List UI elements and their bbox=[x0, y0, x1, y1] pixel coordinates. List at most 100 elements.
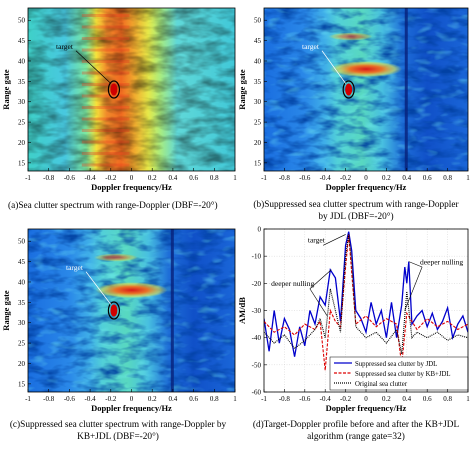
x-tick-label: -1 bbox=[25, 174, 31, 182]
y-tick-label: 15 bbox=[18, 159, 26, 167]
x-tick-label: 1 bbox=[233, 395, 237, 403]
caption-d-line1: (d)Target-Doppler profile before and aft… bbox=[253, 419, 460, 430]
x-axis-label: Doppler frequency/Hz bbox=[91, 182, 172, 192]
annotation-target: target bbox=[308, 236, 326, 245]
null-stripe bbox=[170, 229, 174, 392]
target-blob bbox=[345, 83, 353, 96]
heatmap-speckle bbox=[28, 8, 235, 171]
annotation-arrow bbox=[323, 234, 346, 246]
y-tick-label: 30 bbox=[254, 98, 262, 106]
x-tick-label: 1 bbox=[466, 174, 470, 182]
x-tick-label: 0 bbox=[130, 174, 134, 182]
heatmap-speckle-light bbox=[264, 8, 468, 171]
y-tick-label: 30 bbox=[18, 319, 26, 327]
x-tick-label: 0.2 bbox=[382, 395, 391, 403]
y-tick-label: -40 bbox=[252, 334, 262, 342]
y-tick-label: -60 bbox=[252, 389, 262, 397]
heatmap-speckle-light bbox=[28, 229, 235, 392]
clutter-hotspot bbox=[93, 253, 138, 262]
y-tick-label: 30 bbox=[18, 98, 26, 106]
target-ellipse bbox=[342, 80, 355, 99]
x-tick-label: -0.6 bbox=[299, 174, 311, 182]
y-tick-label: -10 bbox=[252, 253, 262, 261]
x-tick-label: 0.4 bbox=[402, 174, 411, 182]
clutter-streak bbox=[81, 60, 130, 63]
target-arrow bbox=[321, 50, 346, 84]
annotation-arrow bbox=[309, 288, 328, 317]
y-tick-label: 25 bbox=[254, 119, 262, 127]
x-tick-label: -0.8 bbox=[43, 174, 55, 182]
y-axis-label: Range gate bbox=[237, 69, 247, 110]
x-axis-label: Doppler frequency/Hz bbox=[326, 182, 407, 192]
x-axis-label: Doppler frequency/Hz bbox=[326, 403, 407, 413]
series-line-1 bbox=[264, 234, 468, 355]
y-axis-label: AM/dB bbox=[237, 297, 247, 324]
x-tick-label: -0.2 bbox=[340, 174, 352, 182]
y-tick-label: 50 bbox=[254, 17, 262, 25]
y-tick-label: 0 bbox=[258, 226, 262, 234]
y-tick-label: 50 bbox=[18, 238, 26, 246]
x-tick-label: -0.6 bbox=[64, 174, 76, 182]
y-tick-label: 25 bbox=[18, 119, 26, 127]
x-tick-label: -0.4 bbox=[85, 395, 97, 403]
x-tick-label: 0.2 bbox=[148, 174, 157, 182]
x-tick-label: -0.8 bbox=[43, 395, 55, 403]
target-blob bbox=[110, 83, 118, 96]
series-group bbox=[264, 231, 468, 371]
y-tick-label: 15 bbox=[254, 159, 262, 167]
clutter-streak bbox=[81, 129, 130, 132]
caption-d-line2: algorithm (range gate=32) bbox=[307, 431, 405, 442]
y-tick-label: 35 bbox=[18, 78, 26, 86]
y-tick-label: 20 bbox=[18, 360, 26, 368]
y-tick-label: -20 bbox=[252, 280, 262, 288]
heatmap-image bbox=[264, 8, 468, 171]
target-ellipse bbox=[107, 80, 121, 99]
target-blob bbox=[110, 304, 118, 317]
x-tick-label: -0.2 bbox=[105, 395, 117, 403]
x-tick-label: 0.6 bbox=[423, 174, 432, 182]
clutter-hotspot bbox=[328, 32, 373, 41]
annotation-arrow bbox=[309, 269, 332, 289]
clutter-streak bbox=[81, 163, 130, 167]
target-label: target bbox=[56, 42, 74, 51]
x-tick-label: -1 bbox=[261, 174, 267, 182]
clutter-hotspot bbox=[95, 282, 168, 299]
series-line-0 bbox=[264, 231, 468, 357]
x-tick-label: 0.6 bbox=[189, 174, 198, 182]
y-tick-label: 25 bbox=[18, 340, 26, 348]
x-tick-label: -0.2 bbox=[105, 174, 117, 182]
line-panel: target deeper nulling deeper nulling Suppre… bbox=[237, 226, 470, 414]
x-tick-label: 0 bbox=[364, 395, 368, 403]
annotation-nulling-left: deeper nulling bbox=[271, 279, 314, 288]
clutter-hotspot bbox=[330, 61, 402, 78]
x-tick-label: 0.6 bbox=[189, 395, 198, 403]
x-tick-label: -1 bbox=[261, 395, 267, 403]
clutter-streak bbox=[81, 140, 130, 144]
legend-entry: Suppressed sea clutter by KB+JDL bbox=[355, 371, 451, 378]
clutter-streak bbox=[81, 83, 130, 86]
caption-a: (a)Sea clutter spectrum with range-Doppl… bbox=[8, 200, 218, 211]
heatmap-panel-0: target -1 -0.8 -0.6 -0.4 -0.2 0 0.2 0.4 0.6 0.8 1 15… bbox=[1, 7, 237, 192]
x-tick-label: 0.8 bbox=[210, 395, 219, 403]
heatmap-image bbox=[28, 229, 235, 392]
y-tick-label: 40 bbox=[18, 278, 26, 286]
heatmap-panel-2: target -1 -0.8 -0.6 -0.4 -0.2 0 0.2 0.4 0.6 0.8 1 15… bbox=[1, 228, 237, 413]
clutter-streak bbox=[81, 152, 130, 155]
annotation-arrow bbox=[408, 261, 423, 268]
caption-c-line2: KB+JDL (DBF=-20°) bbox=[77, 431, 159, 442]
x-tick-label: -0.4 bbox=[85, 174, 97, 182]
x-tick-label: 0.6 bbox=[423, 395, 432, 403]
x-tick-label: 1 bbox=[233, 174, 237, 182]
x-axis-label: Doppler frequency/Hz bbox=[91, 403, 172, 413]
y-tick-label: 45 bbox=[254, 37, 262, 45]
caption-b-line2: by JDL (DBF=-20°) bbox=[318, 211, 393, 222]
y-tick-label: 20 bbox=[18, 139, 26, 147]
x-tick-label: -0.8 bbox=[279, 395, 291, 403]
x-tick-label: 0.4 bbox=[169, 174, 178, 182]
caption-c-line1: (c)Suppressed sea clutter spectrum with … bbox=[10, 419, 227, 430]
null-stripe bbox=[404, 8, 408, 171]
target-ellipse bbox=[107, 301, 121, 320]
x-tick-label: -0.8 bbox=[279, 174, 291, 182]
legend-entry: Original sea clutter bbox=[355, 381, 408, 388]
